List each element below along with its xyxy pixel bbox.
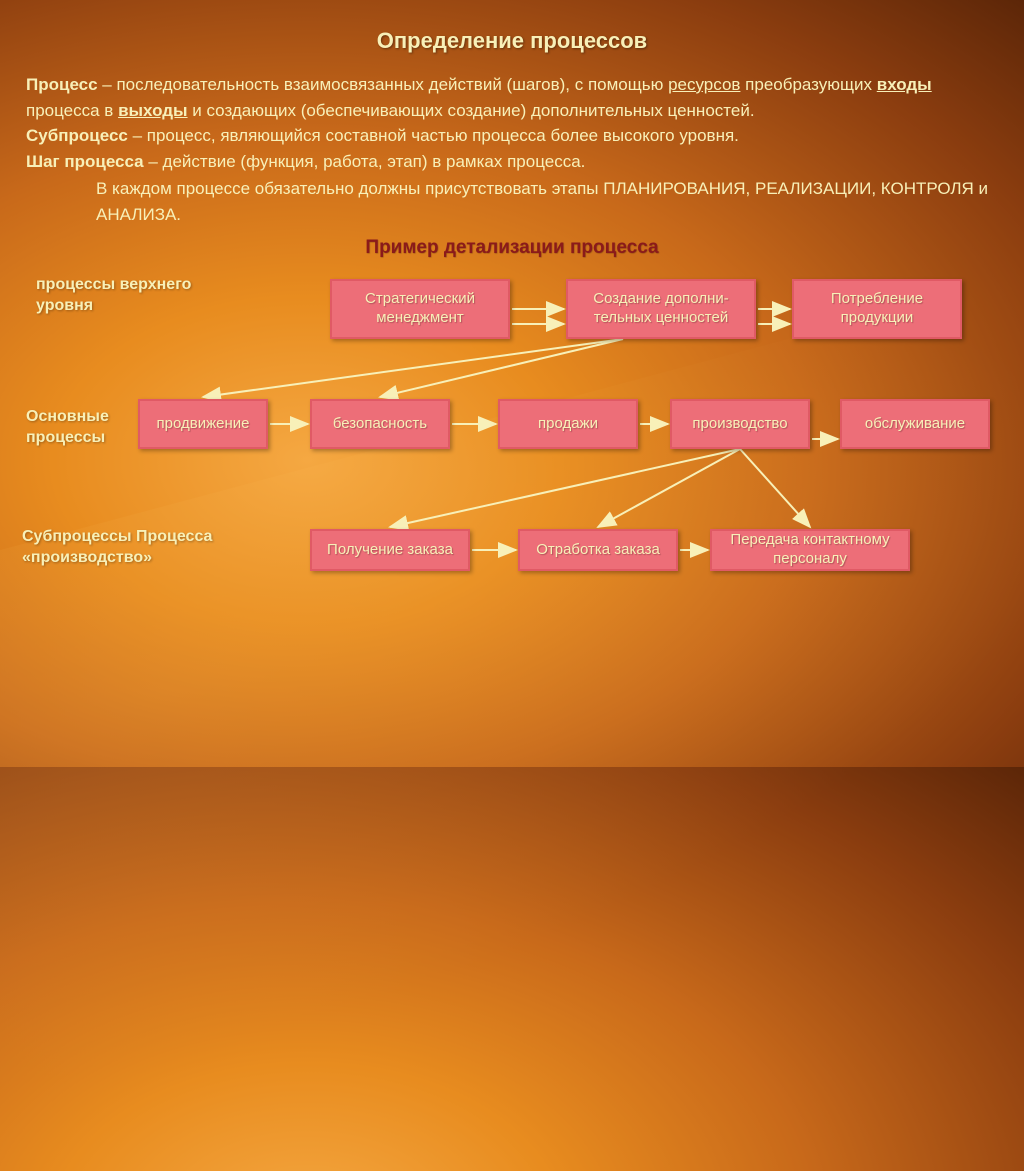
process-diagram: процессы верхнего уровня Основные процесс… (0, 259, 1024, 679)
def-step: Шаг процесса – действие (функция, работа… (26, 149, 998, 175)
node-n3: Потребление продукции (792, 279, 962, 339)
row-label-bottom: Субпроцессы Процесса «производство» (22, 527, 282, 569)
node-m2: безопасность (310, 399, 450, 449)
node-b2: Отработка заказа (518, 529, 678, 571)
node-n1: Стратегический менеджмент (330, 279, 510, 339)
page-title: Определение процессов (0, 0, 1024, 54)
node-b1: Получение заказа (310, 529, 470, 571)
node-m4: производство (670, 399, 810, 449)
node-b3: Передача контактному персоналу (710, 529, 910, 571)
def-mandatory: В каждом процессе обязательно должны при… (26, 174, 998, 227)
node-m5: обслуживание (840, 399, 990, 449)
row-label-top: процессы верхнего уровня (36, 275, 226, 317)
def-subprocess: Субпроцесс – процесс, являющийся составн… (26, 123, 998, 149)
subtitle: Пример детализации процесса (0, 237, 1024, 259)
definitions-block: Процесс – последовательность взаимосвяза… (0, 54, 1024, 233)
term-process: Процесс (26, 75, 98, 94)
node-m1: продвижение (138, 399, 268, 449)
row-label-middle: Основные процессы (26, 407, 136, 449)
node-m3: продажи (498, 399, 638, 449)
def-process: Процесс – последовательность взаимосвяза… (26, 72, 998, 123)
node-n2: Создание дополни- тельных ценностей (566, 279, 756, 339)
